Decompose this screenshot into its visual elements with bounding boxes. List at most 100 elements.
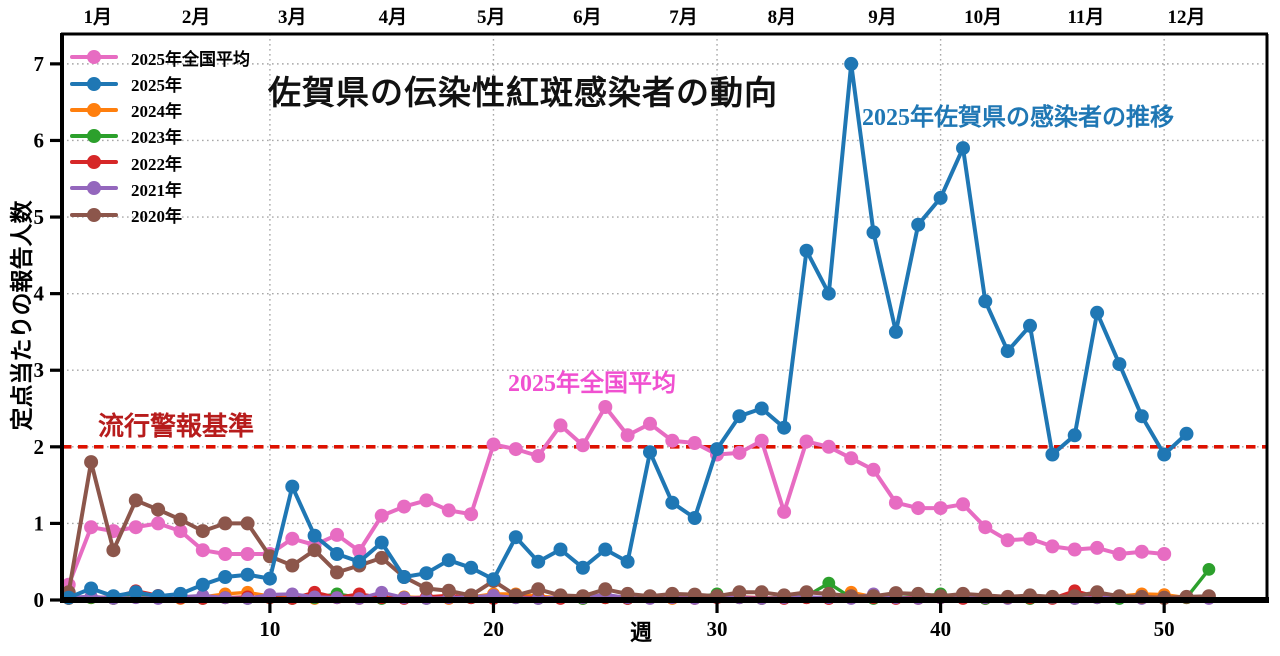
series-marker-2020年 bbox=[84, 455, 99, 470]
month-label: 11月 bbox=[1067, 7, 1104, 28]
legend: 2025年全国平均 2025年 2024年 2023年 2022年 2021年 … bbox=[70, 46, 250, 229]
series-marker-2025年 bbox=[598, 542, 613, 557]
legend-item: 2020年 bbox=[70, 203, 250, 226]
series-marker-2025年全国平均 bbox=[352, 544, 367, 558]
legend-item-label: 2025年全国平均 bbox=[131, 49, 250, 69]
series-marker-2020年 bbox=[218, 516, 233, 531]
series-marker-2020年 bbox=[195, 524, 210, 539]
y-tick-label: 7 bbox=[34, 52, 45, 76]
series-marker-2025年全国平均 bbox=[531, 449, 546, 463]
series-marker-2025年全国平均 bbox=[464, 507, 479, 522]
x-tick-label: 50 bbox=[1154, 617, 1175, 641]
series-marker-2025年全国平均 bbox=[1045, 539, 1060, 554]
series-marker-2025年 bbox=[262, 571, 277, 586]
series-marker-2025年全国平均 bbox=[330, 527, 344, 542]
series-marker-2025年全国平均 bbox=[553, 418, 568, 433]
series-marker-2025年 bbox=[821, 286, 836, 301]
series-marker-2025年全国平均 bbox=[1157, 547, 1172, 561]
series-marker-2025年 bbox=[508, 530, 523, 545]
series-marker-2025年 bbox=[218, 570, 233, 584]
legend-line-swatch bbox=[70, 49, 118, 65]
series-marker-2025年全国平均 bbox=[1112, 547, 1127, 561]
month-label: 5月 bbox=[477, 7, 506, 28]
legend-line-swatch bbox=[70, 76, 118, 92]
month-label: 7月 bbox=[669, 7, 698, 28]
series-marker-2025年全国平均 bbox=[84, 520, 99, 535]
series-marker-2020年 bbox=[531, 582, 546, 597]
series-line-2020年 bbox=[66, 460, 1211, 600]
chart-title: 佐賀県の伝染性紅斑感染者の動向 bbox=[268, 76, 778, 112]
series-marker-2025年全国平均 bbox=[1067, 542, 1082, 557]
month-label: 12月 bbox=[1168, 7, 1206, 28]
month-label: 8月 bbox=[768, 7, 797, 28]
series-marker-2025年 bbox=[1023, 318, 1037, 333]
x-tick-label: 40 bbox=[930, 617, 951, 641]
series-marker-2020年 bbox=[307, 543, 322, 558]
series-marker-2021年 bbox=[375, 585, 389, 599]
series-marker-2023年 bbox=[822, 576, 836, 590]
legend-marker-dot bbox=[87, 207, 101, 222]
series-marker-2025年全国平均 bbox=[1023, 531, 1037, 546]
series-marker-2025年全国平均 bbox=[218, 547, 233, 561]
series-marker-2025年 bbox=[486, 572, 501, 587]
legend-item-label: 2023年 bbox=[131, 128, 182, 148]
series-marker-2025年 bbox=[978, 294, 993, 309]
series-marker-2025年 bbox=[1112, 357, 1127, 372]
series-marker-2025年 bbox=[643, 445, 657, 460]
series-marker-2020年 bbox=[732, 585, 747, 600]
legend-item: 2023年 bbox=[70, 125, 250, 148]
threshold-label: 流行警報基準 bbox=[98, 412, 255, 441]
y-tick-label: 6 bbox=[34, 128, 45, 152]
series-marker-2025年全国平均 bbox=[151, 516, 166, 531]
series-marker-2025年 bbox=[397, 570, 412, 584]
x-tick-label: 10 bbox=[259, 617, 280, 641]
month-label: 6月 bbox=[573, 7, 602, 28]
series-marker-2025年 bbox=[464, 560, 479, 575]
series-marker-2025年 bbox=[732, 409, 747, 424]
legend-item: 2025年全国平均 bbox=[70, 46, 250, 69]
series-marker-2025年 bbox=[665, 495, 680, 510]
month-label: 2月 bbox=[182, 7, 211, 28]
series-marker-2025年 bbox=[84, 581, 99, 596]
legend-marker-dot bbox=[87, 128, 101, 143]
series-marker-2020年 bbox=[1090, 585, 1105, 600]
series-marker-2025年 bbox=[687, 511, 702, 525]
legend-marker-dot bbox=[87, 181, 101, 196]
annotation-saga-2025: 2025年佐賀県の感染者の推移 bbox=[862, 105, 1174, 131]
legend-line-swatch bbox=[70, 180, 118, 196]
series-marker-2025年 bbox=[441, 553, 456, 568]
series-marker-2025年全国平均 bbox=[821, 439, 836, 454]
series-marker-2025年全国平均 bbox=[575, 438, 590, 453]
legend-line-swatch bbox=[70, 154, 118, 170]
series-marker-2025年全国平均 bbox=[844, 451, 859, 466]
series-marker-2025年全国平均 bbox=[866, 462, 881, 477]
series-marker-2025年全国平均 bbox=[508, 442, 523, 457]
legend-item-label: 2024年 bbox=[131, 102, 182, 122]
series-marker-2020年 bbox=[374, 550, 389, 565]
series-marker-2025年全国平均 bbox=[128, 520, 143, 535]
month-label: 3月 bbox=[278, 7, 307, 28]
series-marker-2025年 bbox=[799, 243, 814, 258]
series-marker-2025年 bbox=[1000, 344, 1015, 359]
series-marker-2025年 bbox=[128, 585, 143, 600]
x-axis-label: 週 bbox=[630, 620, 653, 645]
series-marker-2025年全国平均 bbox=[643, 416, 657, 431]
series-marker-2025年 bbox=[419, 566, 434, 581]
series-marker-2025年全国平均 bbox=[285, 531, 300, 546]
series-marker-2025年全国平均 bbox=[799, 434, 814, 449]
series-marker-2025年全国平均 bbox=[620, 428, 635, 443]
series-marker-2025年 bbox=[710, 442, 724, 457]
series-marker-2020年 bbox=[598, 582, 613, 597]
series-marker-2020年 bbox=[173, 512, 188, 527]
series-marker-2020年 bbox=[888, 586, 903, 601]
series-marker-2025年 bbox=[620, 554, 635, 569]
series-marker-2025年全国平均 bbox=[1000, 533, 1015, 548]
legend-marker-dot bbox=[87, 50, 101, 65]
series-marker-2025年 bbox=[844, 56, 859, 71]
month-label: 10月 bbox=[964, 7, 1002, 28]
legend-marker-dot bbox=[87, 155, 101, 170]
series-marker-2020年 bbox=[441, 583, 456, 598]
series-marker-2025年全国平均 bbox=[486, 437, 501, 452]
series-marker-2025年全国平均 bbox=[419, 493, 434, 508]
